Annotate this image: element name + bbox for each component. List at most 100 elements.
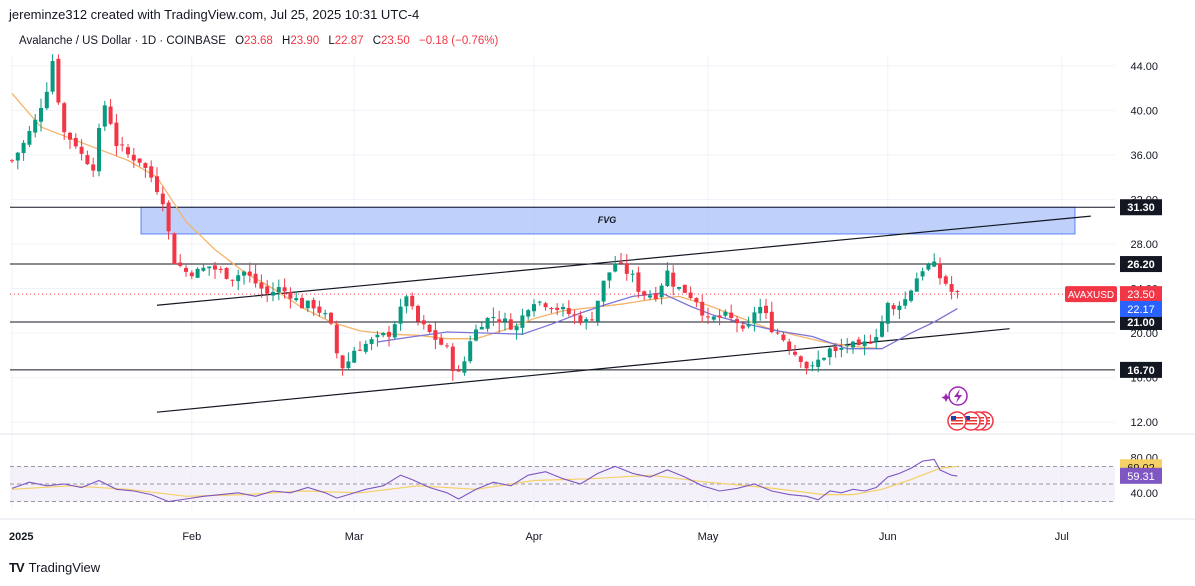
candle[interactable] [195,267,200,278]
candle[interactable] [97,123,101,177]
candle[interactable] [891,303,896,316]
candle[interactable] [50,54,55,95]
candle[interactable] [236,269,241,291]
candle[interactable] [479,322,484,330]
candle[interactable] [329,311,333,326]
candle[interactable] [723,309,728,318]
candle[interactable] [920,267,925,281]
candle[interactable] [949,276,954,300]
candle[interactable] [346,352,351,370]
candle[interactable] [44,82,49,111]
candle[interactable] [207,266,212,276]
candle[interactable] [677,286,681,291]
candle[interactable] [56,54,61,105]
candle[interactable] [352,346,357,363]
candle[interactable] [793,344,797,357]
candle[interactable] [33,114,38,138]
candle[interactable] [885,301,890,332]
candle[interactable] [491,307,496,327]
candle[interactable] [955,289,960,299]
time-axis[interactable]: 2025FebMarAprMayJunJulAug [0,518,1195,543]
candle[interactable] [166,200,171,240]
candle[interactable] [827,346,832,366]
trendlines[interactable] [156,215,1091,413]
candle[interactable] [131,147,136,168]
candle[interactable] [648,290,652,300]
candle[interactable] [485,317,490,332]
candle[interactable] [856,336,861,346]
candle[interactable] [433,322,438,350]
candle[interactable] [62,101,67,140]
candle[interactable] [735,315,739,333]
candle[interactable] [242,270,246,285]
candle[interactable] [706,307,710,325]
candle[interactable] [787,338,792,355]
candle[interactable] [439,333,444,346]
candle[interactable] [816,350,821,373]
candle[interactable] [555,303,560,316]
candle[interactable] [398,298,403,331]
candle[interactable] [468,335,473,364]
candle[interactable] [271,282,275,302]
candle[interactable] [224,267,229,280]
candle[interactable] [932,253,937,268]
trendline[interactable] [156,215,1091,306]
candle[interactable] [897,301,902,320]
candle[interactable] [549,306,554,314]
candle[interactable] [282,278,287,299]
candle[interactable] [694,297,699,308]
candle[interactable] [421,315,426,330]
candle[interactable] [91,157,96,178]
candle[interactable] [566,300,571,317]
candle[interactable] [189,270,194,280]
candle[interactable] [613,255,618,273]
candle[interactable] [700,294,705,323]
candle[interactable] [630,269,635,283]
candle[interactable] [21,139,26,161]
candle[interactable] [39,98,43,132]
candle[interactable] [160,186,165,212]
candle[interactable] [561,303,565,317]
candle[interactable] [584,317,589,330]
candle[interactable] [73,133,78,149]
candle[interactable] [659,283,664,305]
candle[interactable] [387,325,391,347]
candle[interactable] [218,266,223,274]
candle[interactable] [764,298,768,320]
candle[interactable] [102,100,107,131]
candle[interactable] [404,295,409,314]
candle[interactable] [642,290,647,301]
candle[interactable] [682,284,687,294]
candle[interactable] [416,304,420,326]
symbol-name[interactable]: Avalanche / US Dollar · 1D · COINBASE [19,35,226,47]
candle[interactable] [155,167,159,195]
candle[interactable] [909,289,913,303]
candle[interactable] [358,341,362,352]
candle[interactable] [392,321,397,340]
candle[interactable] [410,292,415,310]
candle[interactable] [172,232,177,265]
candle[interactable] [85,150,90,166]
candle[interactable] [526,308,531,320]
candle[interactable] [363,340,368,355]
candle[interactable] [729,304,734,322]
candle[interactable] [775,328,780,335]
candle[interactable] [914,272,919,292]
candle[interactable] [143,162,148,178]
candle[interactable] [636,266,641,298]
candle[interactable] [822,357,826,361]
candle[interactable] [590,311,594,322]
candle[interactable] [311,297,316,316]
event-icons[interactable] [941,386,994,431]
candle[interactable] [265,280,270,302]
candle[interactable] [253,264,258,288]
candle[interactable] [804,361,809,375]
candle[interactable] [717,309,722,326]
candle[interactable] [665,262,670,287]
candle[interactable] [595,300,600,326]
candle[interactable] [369,336,374,351]
candle[interactable] [851,340,855,354]
candle[interactable] [340,354,345,376]
candle[interactable] [445,342,449,349]
